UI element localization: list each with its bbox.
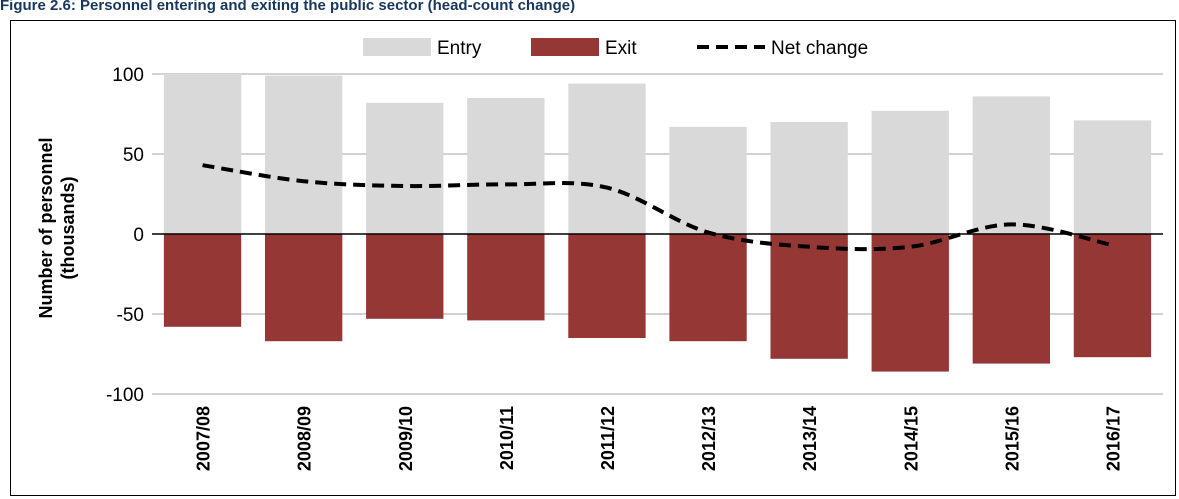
- bars: [163, 74, 1152, 372]
- y-tick-labels: 100 50 0 -50 -100: [106, 65, 144, 406]
- bar-entry: [467, 98, 545, 234]
- legend: Entry Exit Net change: [363, 38, 868, 59]
- bar-entry: [669, 126, 747, 234]
- y-axis-label-line: (thousands): [58, 177, 78, 280]
- bar-exit: [366, 234, 444, 319]
- legend-swatch: [531, 38, 599, 56]
- x-tick-label: 2011/12: [598, 406, 618, 470]
- y-tick-label: -100: [106, 385, 144, 406]
- bar-exit: [163, 234, 242, 327]
- legend-label: Net change: [771, 38, 868, 59]
- y-tick-label: 50: [123, 145, 144, 166]
- y-axis-label-line: Number of personnel: [36, 137, 56, 318]
- x-tick-label: 2007/08: [194, 406, 214, 471]
- bar-exit: [264, 234, 343, 342]
- legend-label: Entry: [437, 38, 482, 59]
- figure-caption: Figure 2.6: Personnel entering and exiti…: [0, 0, 576, 14]
- legend-swatch: [363, 38, 431, 56]
- x-tick-label: 2014/15: [901, 406, 921, 471]
- legend-label: Exit: [605, 38, 637, 59]
- bar-entry: [163, 74, 242, 234]
- x-tick-labels: 2007/08 2008/09 2009/10 2010/11 2011/12 2012/…: [194, 406, 1124, 471]
- chart-frame: 100 50 0 -50 -100 2007/08 2008/09 2009/10 2010/…: [10, 20, 1176, 496]
- x-tick-label: 2012/13: [699, 406, 719, 471]
- bar-entry: [972, 96, 1051, 235]
- bar-entry: [871, 110, 949, 234]
- y-tick-label: 0: [133, 225, 144, 246]
- series-line-net-change: [202, 163, 1113, 252]
- bar-entry: [264, 75, 343, 234]
- bar-exit: [972, 234, 1051, 364]
- bar-exit: [871, 234, 949, 372]
- bar-exit: [669, 234, 747, 342]
- x-tick-label: 2008/09: [295, 406, 315, 471]
- bar-exit: [1073, 234, 1152, 358]
- x-tick-label: 2013/14: [800, 406, 820, 471]
- bar-exit: [770, 234, 848, 359]
- chart-svg: 100 50 0 -50 -100 2007/08 2008/09 2009/10 2010/…: [36, 38, 1163, 471]
- y-axis-label: Number of personnel (thousands): [36, 137, 78, 318]
- x-tick-label: 2015/16: [1002, 406, 1022, 471]
- x-tick-label: 2016/17: [1103, 406, 1123, 471]
- bar-entry: [1073, 120, 1152, 234]
- x-tick-label: 2009/10: [396, 406, 416, 471]
- bar-exit: [568, 234, 646, 338]
- bar-exit: [467, 234, 545, 321]
- bar-entry: [770, 122, 848, 234]
- y-tick-label: -50: [117, 305, 144, 326]
- y-tick-label: 100: [112, 65, 144, 86]
- bar-entry: [366, 102, 444, 234]
- bar-entry: [568, 83, 646, 234]
- x-tick-label: 2010/11: [497, 406, 517, 470]
- net-change-line: [202, 163, 1113, 252]
